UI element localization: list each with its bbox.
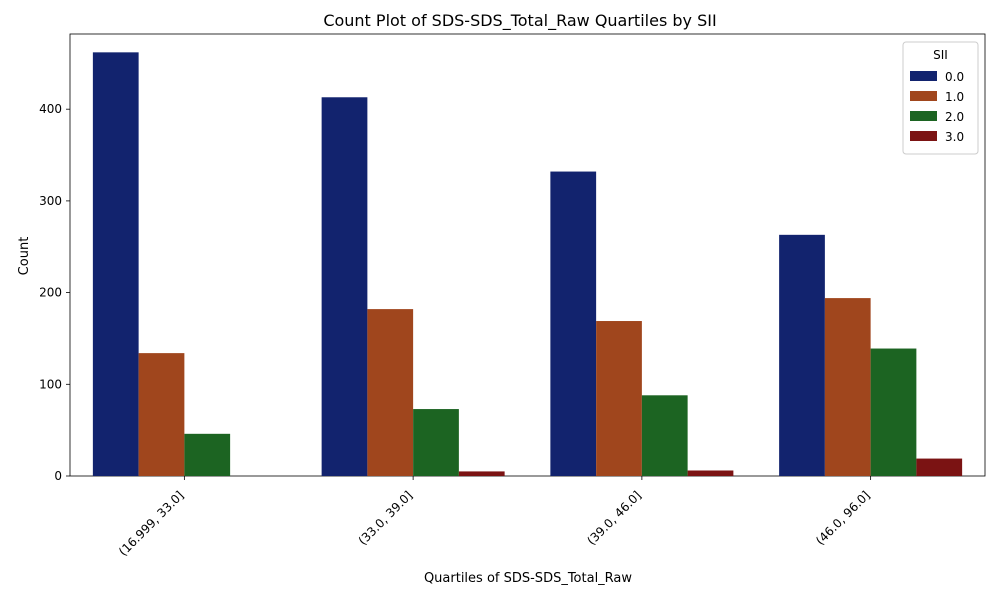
chart-title: Count Plot of SDS-SDS_Total_Raw Quartile…	[323, 11, 716, 31]
legend-swatch	[910, 71, 937, 81]
legend-swatch	[910, 111, 937, 121]
x-tick-label: (39.0, 46.0]	[584, 488, 644, 548]
legend: SII 0.0 1.0 2.0 3.0	[902, 41, 979, 155]
bar-sii-0-0-q1	[92, 52, 139, 477]
legend-label: 3.0	[945, 130, 964, 144]
bar-sii-2-0-q3	[641, 395, 688, 476]
bar-sii-1-0-q3	[596, 321, 642, 476]
legend-swatch	[910, 131, 937, 141]
x-axis-label: Quartiles of SDS-SDS_Total_Raw	[424, 571, 632, 586]
bar-sii-0-0-q2	[321, 97, 368, 476]
y-tick-label: 300	[39, 194, 62, 208]
bar-sii-2-0-q1	[184, 433, 231, 476]
legend-box	[902, 41, 979, 155]
bar-sii-1-0-q4	[824, 298, 871, 476]
bar-sii-1-0-q1	[138, 353, 185, 476]
bar-sii-2-0-q2	[413, 409, 459, 476]
x-axis: (16.999, 33.0] (33.0, 39.0] (39.0, 46.0] (4…	[116, 476, 873, 559]
bar-sii-0-0-q4	[779, 234, 825, 476]
bar-sii-1-0-q2	[367, 309, 414, 476]
bar-sii-2-0-q4	[870, 348, 917, 476]
x-tick-label: (46.0, 96.0]	[813, 488, 873, 548]
plot-area	[69, 33, 986, 477]
bar-sii-3-0-q3	[687, 470, 734, 476]
y-tick-label: 100	[39, 377, 62, 391]
bar-sii-3-0-q2	[458, 471, 505, 476]
bars	[92, 52, 963, 477]
y-tick-label: 0	[54, 469, 62, 483]
y-tick-label: 400	[39, 102, 62, 116]
y-tick-label: 200	[39, 286, 62, 300]
legend-label: 2.0	[945, 110, 964, 124]
x-tick-label: (16.999, 33.0]	[116, 488, 187, 559]
legend-label: 0.0	[945, 70, 964, 84]
bar-sii-3-0-q4	[916, 458, 963, 476]
legend-swatch	[910, 91, 937, 101]
bar-sii-0-0-q3	[550, 171, 597, 476]
plot-frame	[69, 33, 986, 477]
legend-label: 1.0	[945, 90, 964, 104]
x-tick-label: (33.0, 39.0]	[356, 488, 416, 548]
legend-title: SII	[933, 48, 948, 62]
y-axis: 0 100 200 300 400	[39, 102, 70, 483]
y-axis-label: Count	[17, 237, 32, 276]
